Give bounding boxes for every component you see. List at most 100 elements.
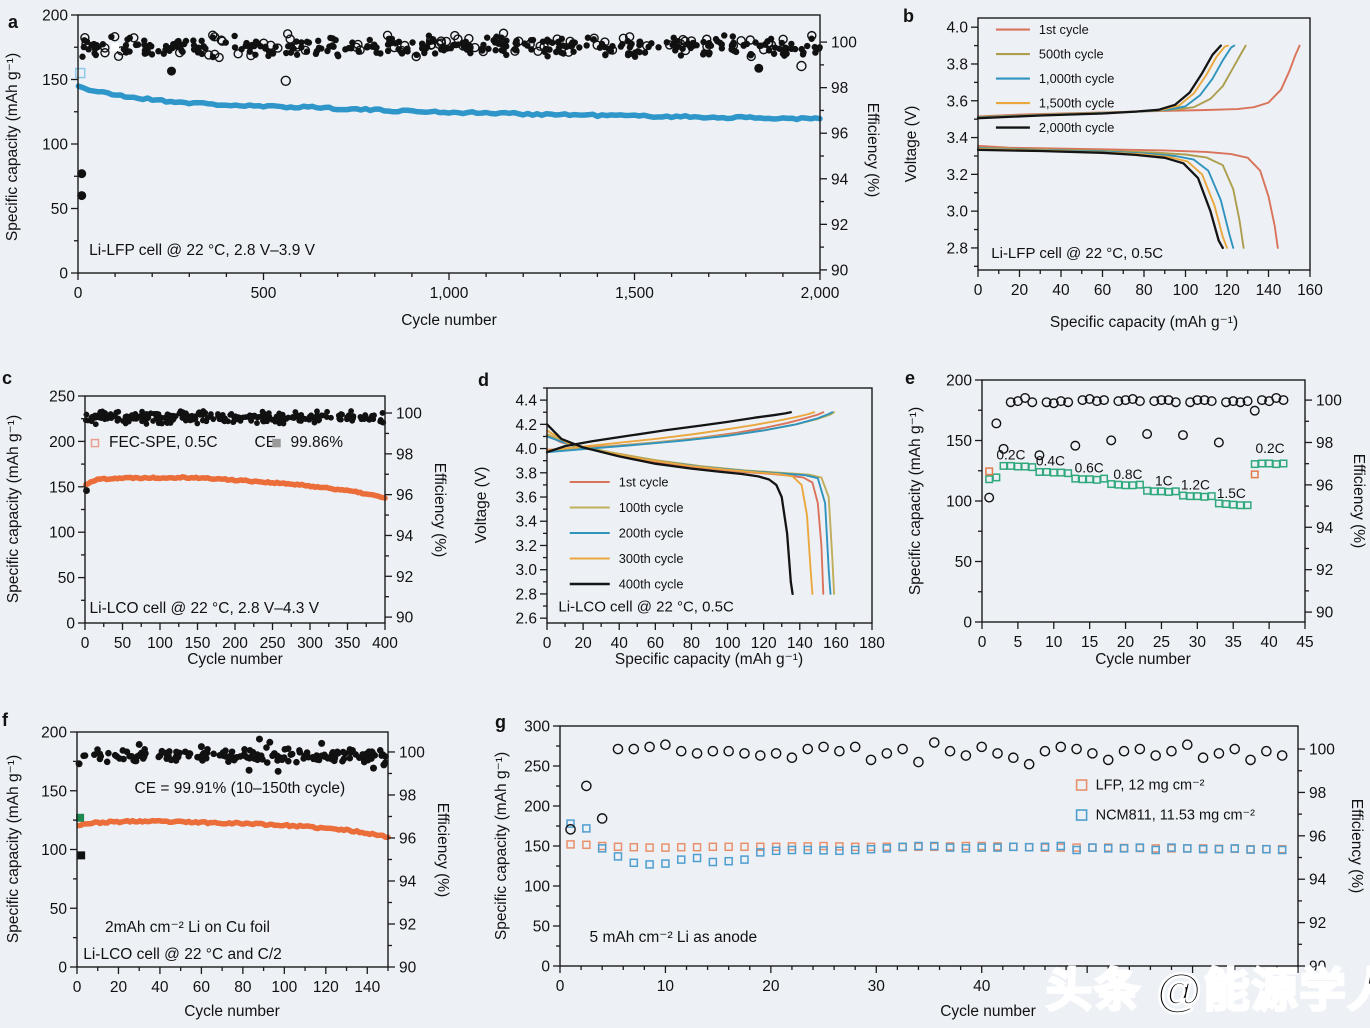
- panel-d: 0 20 40 60 80 100 120 140 160 180 2.6 2.8 3.0 3.2 3.4 3…: [473, 370, 885, 668]
- svg-text:150: 150: [524, 839, 550, 856]
- svg-text:25: 25: [1153, 634, 1170, 651]
- svg-text:4.0: 4.0: [946, 20, 968, 37]
- svg-text:20: 20: [110, 979, 128, 996]
- svg-text:0: 0: [58, 960, 67, 977]
- svg-text:96: 96: [399, 830, 416, 847]
- series-eff-outliers: [75, 735, 388, 775]
- panel-g-x-label: Cycle number: [940, 1003, 1036, 1020]
- svg-text:3.2: 3.2: [946, 167, 968, 184]
- svg-text:15: 15: [1081, 634, 1098, 651]
- legend-item-label: NCM811, 11.53 mg cm⁻²: [1096, 808, 1256, 824]
- svg-text:2,000: 2,000: [801, 285, 840, 302]
- svg-text:98: 98: [1309, 785, 1326, 802]
- panel-e-annotation-1: 0.4C: [1036, 453, 1065, 468]
- svg-text:3.8: 3.8: [515, 465, 537, 482]
- panel-d-axes: 0 20 40 60 80 100 120 140 160 180 2.6 2.8 3.0 3.2 3.4 3…: [473, 387, 885, 668]
- panel-f-annotation-0: CE = 99.91% (10–150th cycle): [135, 780, 346, 797]
- svg-text:400: 400: [372, 635, 398, 652]
- svg-text:80: 80: [234, 979, 252, 996]
- panel-c-annotation-3: Li-LCO cell @ 22 °C, 2.8 V–4.3 V: [90, 600, 320, 617]
- svg-text:94: 94: [1309, 872, 1327, 889]
- series-open-outlier: [280, 75, 291, 86]
- svg-text:60: 60: [193, 979, 211, 996]
- svg-text:90: 90: [1316, 605, 1334, 622]
- svg-text:140: 140: [1256, 282, 1282, 299]
- svg-text:20: 20: [1117, 634, 1135, 651]
- panel-e-annotation-3: 0.8C: [1113, 467, 1142, 482]
- svg-text:3.6: 3.6: [515, 490, 537, 507]
- panel-g-letter: g: [495, 712, 506, 732]
- panel-g-y-label: Specific capacity (mAh g⁻¹): [493, 752, 510, 940]
- svg-text:3.0: 3.0: [946, 204, 968, 221]
- series-cycle2000-discharge: [976, 148, 1224, 250]
- series-capacity-band: [83, 474, 388, 501]
- svg-text:200: 200: [524, 799, 550, 816]
- series-green-start: [76, 813, 85, 822]
- series-d200-discharge: [546, 435, 832, 595]
- panel-e-frame: [981, 379, 1306, 623]
- panel-a-letter: a: [8, 12, 19, 32]
- svg-text:3.4: 3.4: [946, 130, 968, 147]
- svg-text:50: 50: [50, 901, 68, 918]
- panel-c-annotation-marker: [90, 438, 100, 448]
- panel-g-legend: LFP, 12 mg cm⁻² NCM811, 11.53 mg cm⁻²: [1075, 778, 1256, 824]
- svg-text:0: 0: [73, 979, 82, 996]
- svg-text:180: 180: [859, 635, 885, 652]
- panel-g-axes: 0 10 20 30 40 0 50 100 150 200 250 300 90 92 94 96 98 100…: [493, 719, 1365, 1021]
- svg-text:150: 150: [41, 783, 67, 800]
- svg-text:200: 200: [42, 8, 68, 25]
- panel-b-x-label: Specific capacity (mAh g⁻¹): [1050, 314, 1238, 331]
- series-d400-discharge: [545, 423, 794, 596]
- svg-text:100: 100: [147, 635, 173, 652]
- svg-text:92: 92: [1309, 915, 1326, 932]
- panel-e-series: [984, 392, 1289, 510]
- svg-text:5: 5: [1014, 634, 1023, 651]
- panel-e-annotation-7: 0.2C: [1255, 441, 1284, 456]
- svg-text:50: 50: [114, 635, 132, 652]
- svg-text:140: 140: [354, 979, 380, 996]
- svg-text:100: 100: [831, 35, 857, 52]
- svg-text:150: 150: [185, 635, 211, 652]
- panel-c-x-label: Cycle number: [187, 651, 283, 668]
- series-cycle1500-discharge: [977, 148, 1228, 249]
- series-white-square: [111, 43, 120, 52]
- svg-text:160: 160: [1297, 282, 1323, 299]
- panel-a: 0 500 1,000 1,500 2,000 0 50 100 150 200 90 92 94 96 9…: [4, 8, 881, 330]
- svg-text:150: 150: [42, 72, 68, 89]
- svg-text:92: 92: [1316, 562, 1333, 579]
- panel-b-annotation-0: Li-LFP cell @ 22 °C, 0.5C: [991, 245, 1163, 262]
- panel-f-y-label: Specific capacity (mAh g⁻¹): [5, 755, 22, 943]
- panel-a-y2-label: Efficiency (%): [864, 103, 881, 197]
- panel-d-x-label: Specific capacity (mAh g⁻¹): [615, 651, 803, 668]
- svg-text:500: 500: [251, 285, 277, 302]
- panel-c-series: [82, 408, 388, 501]
- panel-b-y-label: Voltage (V): [903, 106, 920, 183]
- svg-text:0: 0: [74, 285, 83, 302]
- svg-text:100: 100: [1309, 742, 1335, 759]
- legend-item-label: 2,000th cycle: [1039, 120, 1114, 135]
- svg-text:40: 40: [151, 979, 169, 996]
- svg-text:45: 45: [1296, 634, 1313, 651]
- svg-text:3.6: 3.6: [946, 93, 968, 110]
- panel-d-letter: d: [478, 370, 489, 390]
- svg-text:30: 30: [868, 978, 886, 995]
- svg-text:40: 40: [1260, 634, 1278, 651]
- panel-f: 0 20 40 60 80 100 120 140 0 50 100 150 200 90 92 94 96 98…: [2, 710, 451, 1020]
- svg-text:4.4: 4.4: [515, 393, 537, 410]
- panel-g-y2-label: Efficiency (%): [1348, 799, 1365, 893]
- svg-text:2.6: 2.6: [515, 611, 537, 628]
- svg-text:4.0: 4.0: [515, 441, 537, 458]
- panel-e-axes: 0 5 10 15 20 25 30 35 40 45 0 50 100 150 200 90 92 94 96 98…: [907, 373, 1367, 669]
- series-d200-charge: [546, 411, 834, 454]
- svg-text:0: 0: [963, 615, 972, 632]
- series-d1-discharge: [546, 434, 825, 595]
- svg-text:4.2: 4.2: [515, 417, 537, 434]
- panel-g-annotation-0: 5 mAh cm⁻² Li as anode: [590, 929, 758, 946]
- panel-b-axes: 0 20 40 60 80 100 120 140 160 2.8 3.0 3.2 3.4 3.6 3.8 4…: [903, 20, 1323, 331]
- svg-text:100: 100: [1173, 282, 1199, 299]
- svg-text:40: 40: [1052, 282, 1070, 299]
- svg-text:20: 20: [574, 635, 592, 652]
- svg-text:20: 20: [1011, 282, 1029, 299]
- series-efficiency: [984, 392, 1289, 503]
